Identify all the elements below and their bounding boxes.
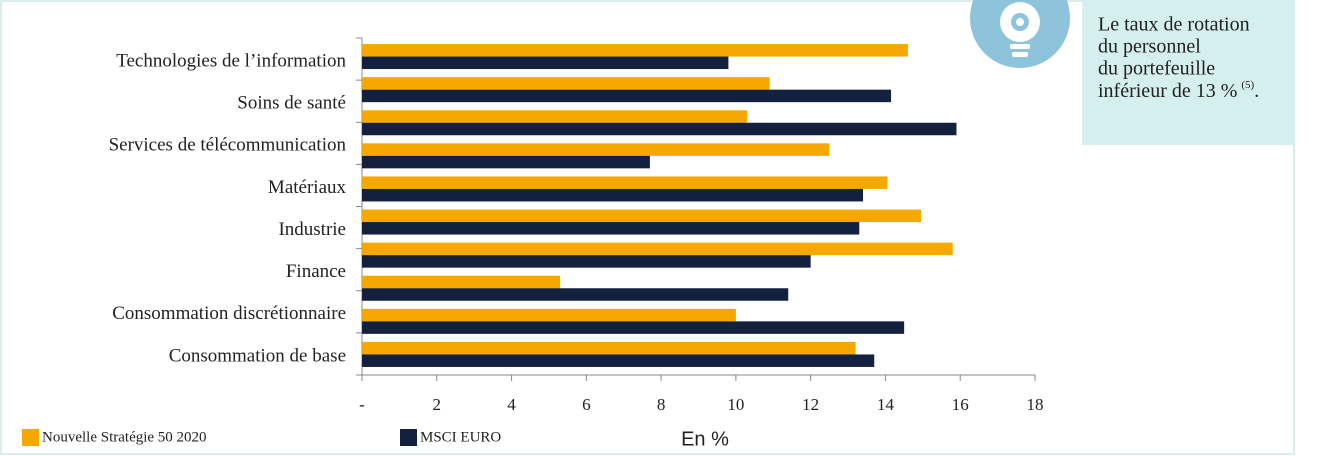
bar (362, 209, 921, 223)
callout-line: du personnel (1098, 36, 1201, 58)
x-tick-label: - (359, 395, 365, 414)
x-tick-label: 6 (582, 395, 591, 414)
x-tick-label: 2 (433, 395, 442, 414)
bar (362, 341, 856, 355)
y-tick-label: Soins de santé (237, 93, 346, 114)
legend-label: Nouvelle Stratégie 50 2020 (42, 429, 207, 445)
bar (362, 222, 860, 235)
x-tick-label: 16 (952, 395, 969, 414)
bar (362, 110, 748, 123)
y-tick-label: Industrie (278, 219, 346, 240)
callout-line: du portefeuille (1098, 58, 1215, 80)
frame (0, 0, 1295, 455)
y-tick-label: Consommation de base (169, 345, 346, 366)
bar (362, 176, 888, 189)
bar (362, 143, 830, 156)
bar (362, 321, 905, 334)
bulb-icon (1000, 2, 1040, 57)
bar (362, 77, 770, 90)
callout-note: (5) (1241, 79, 1254, 91)
bar (362, 155, 650, 169)
bar (362, 308, 736, 322)
x-tick-label: 4 (507, 395, 516, 414)
bar (362, 56, 729, 70)
x-tick-label: 10 (727, 395, 744, 414)
callout-end: . (1254, 80, 1259, 102)
x-tick-label: 18 (1027, 395, 1044, 414)
bar (362, 354, 875, 367)
legend-swatch (400, 429, 417, 446)
bar (362, 44, 908, 57)
bar (362, 122, 957, 136)
x-tick-label: 12 (802, 395, 819, 414)
y-tick-label: Services de télécommunication (109, 135, 347, 156)
callout-text: inférieur de 13 % (1098, 80, 1237, 102)
bar (362, 242, 953, 256)
bar (362, 288, 789, 301)
legend-swatch (22, 429, 39, 446)
y-tick-label: Finance (286, 261, 346, 282)
y-tick-label: Matériaux (268, 177, 347, 198)
x-tick-label: 8 (657, 395, 666, 414)
x-tick-label: 14 (877, 395, 895, 414)
callout-box (1082, 0, 1295, 145)
bar (362, 89, 892, 103)
callout-line: inférieur de 13 % (5). (1098, 79, 1259, 102)
bar (362, 188, 864, 202)
bar (362, 275, 561, 289)
x-axis-title: En % (681, 428, 729, 450)
y-tick-label: Technologies de l’information (116, 50, 346, 71)
legend-label: MSCI EURO (420, 429, 501, 445)
bar (362, 255, 811, 268)
callout-line: Le taux de rotation (1098, 14, 1250, 36)
y-tick-label: Consommation discrétionnaire (112, 303, 346, 324)
